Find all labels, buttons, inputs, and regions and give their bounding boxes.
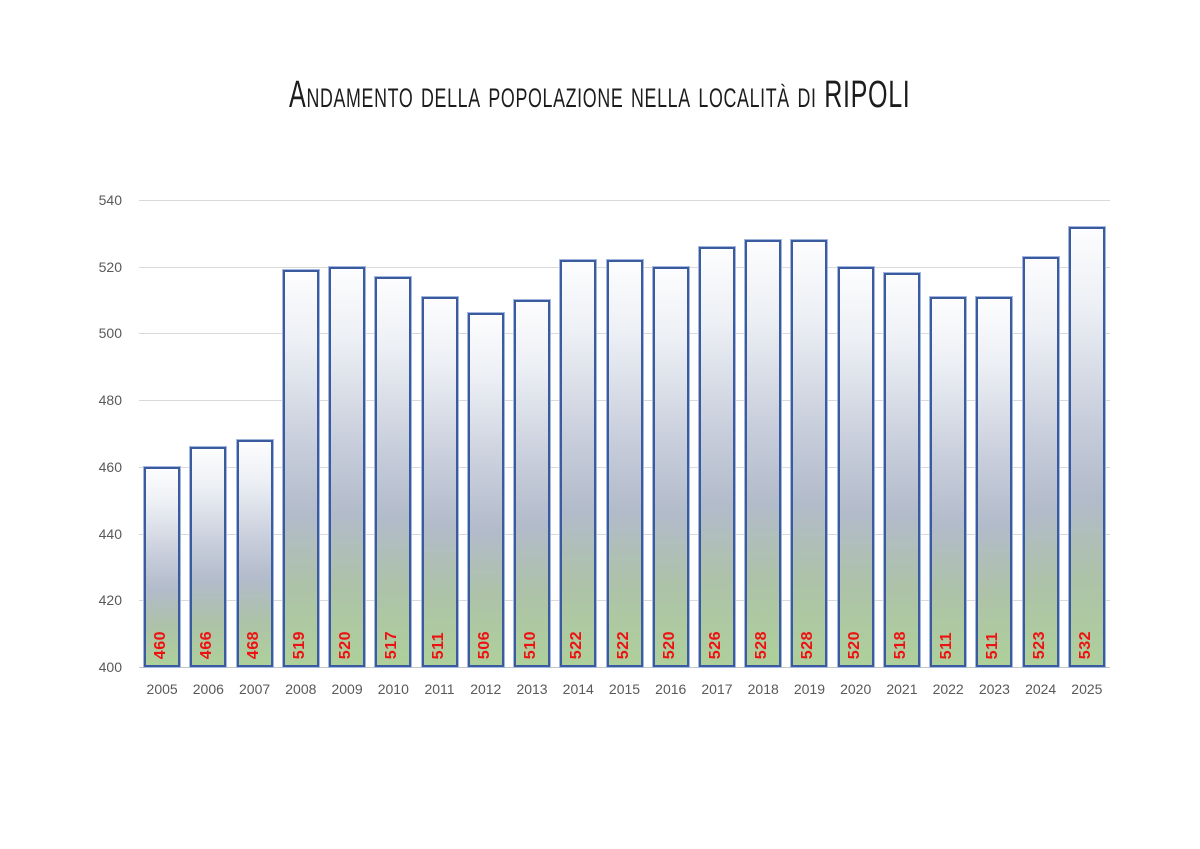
gridline (139, 200, 1110, 201)
y-axis-tick-label: 440 (98, 525, 122, 542)
bar-value-label: 511 (429, 631, 447, 659)
bar (1068, 226, 1105, 667)
bar (329, 266, 366, 667)
x-axis-tick-label: 2013 (516, 681, 548, 697)
x-axis-tick-label: 2021 (886, 681, 918, 697)
bar (282, 270, 319, 667)
bar (976, 296, 1013, 667)
bar (190, 446, 227, 667)
bar (652, 266, 689, 667)
bar (560, 260, 597, 667)
y-axis-tick-label: 400 (98, 659, 122, 675)
bar-value-label: 506 (475, 630, 493, 659)
bar (883, 273, 920, 667)
x-axis-tick-label: 2019 (793, 681, 826, 697)
bar-value-label: 520 (337, 630, 355, 659)
x-axis-tick-label: 2016 (655, 681, 687, 697)
bar-value-label: 519 (290, 630, 308, 659)
x-axis-tick-label: 2005 (146, 681, 178, 697)
y-axis-tick-label: 460 (98, 458, 122, 475)
bar-value-label: 532 (1076, 630, 1094, 659)
bar-value-label: 520 (660, 630, 678, 659)
chart-title: Andamento della popolazione nella locali… (289, 74, 911, 116)
bar-value-label: 510 (522, 630, 540, 659)
x-axis-tick-label: 2007 (239, 681, 271, 697)
x-axis-tick-label: 2006 (192, 681, 224, 697)
bar-value-label: 522 (568, 630, 586, 659)
bar (375, 276, 412, 667)
bar-value-label: 528 (799, 630, 817, 659)
x-axis-tick-label: 2017 (701, 681, 733, 697)
x-axis-tick-label: 2011 (424, 681, 455, 697)
chart-title-row: Andamento della popolazione nella locali… (0, 74, 1200, 117)
bar (514, 300, 551, 667)
bar (791, 240, 828, 667)
bar-value-label: 517 (383, 630, 401, 659)
x-axis-tick-label: 2023 (978, 681, 1010, 697)
y-axis-tick-label: 420 (98, 592, 122, 609)
bar-value-label: 511 (984, 631, 1002, 659)
x-axis-tick-label: 2020 (840, 681, 872, 697)
y-axis-tick-label: 500 (98, 325, 122, 342)
x-axis-tick-label: 2012 (470, 681, 502, 697)
x-axis-line (139, 667, 1110, 668)
bar-value-label: 528 (753, 630, 771, 659)
bar (930, 296, 967, 667)
bar (421, 296, 458, 667)
y-axis-tick-label: 520 (98, 258, 122, 275)
bar (236, 440, 273, 667)
x-axis-tick-label: 2014 (562, 681, 594, 697)
x-axis-tick-label: 2009 (331, 681, 363, 697)
bar-value-label: 523 (1030, 630, 1048, 659)
bar (467, 313, 504, 667)
bar (144, 466, 181, 667)
bar-value-label: 522 (614, 630, 632, 659)
y-axis-tick-label: 480 (98, 392, 122, 409)
bar-value-label: 466 (198, 630, 216, 659)
y-axis-tick-label: 540 (98, 192, 122, 208)
x-axis-tick-label: 2010 (377, 681, 409, 697)
bar (745, 240, 782, 667)
x-axis-tick-label: 2024 (1025, 681, 1057, 697)
bar-value-label: 526 (706, 630, 724, 659)
x-axis-tick-label: 2008 (285, 681, 317, 697)
bar (837, 266, 874, 667)
x-axis-tick-label: 2018 (747, 681, 779, 697)
bar (1022, 256, 1059, 667)
x-axis-tick-label: 2022 (932, 681, 964, 697)
bar-value-label: 511 (938, 631, 956, 659)
x-axis-tick-label: 2025 (1071, 681, 1103, 697)
bar-value-label: 520 (845, 630, 863, 659)
bar (698, 246, 735, 667)
bar-value-label: 460 (152, 630, 170, 659)
bar-value-label: 518 (891, 630, 909, 659)
x-axis-tick-label: 2015 (608, 681, 641, 697)
bar (606, 260, 643, 667)
bar-value-label: 468 (244, 630, 262, 659)
